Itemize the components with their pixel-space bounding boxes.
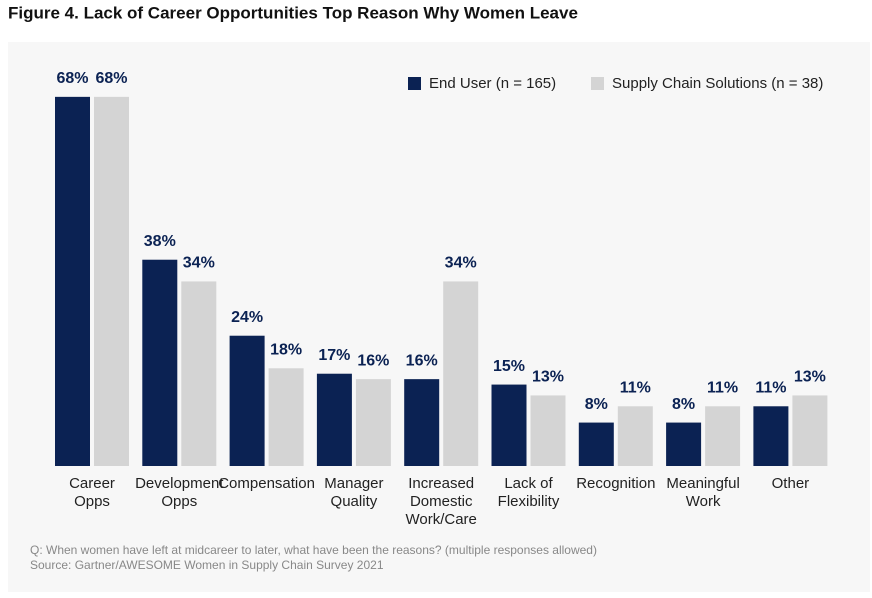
value-label: 8%	[672, 396, 695, 413]
bar	[229, 335, 265, 466]
bar	[753, 406, 789, 466]
x-tick-label: Work	[686, 493, 721, 510]
x-tick-label: Compensation	[218, 475, 315, 492]
bar	[94, 96, 129, 466]
bar	[792, 395, 828, 466]
value-label: 16%	[357, 352, 389, 369]
value-label: 15%	[493, 358, 525, 375]
value-label: 16%	[406, 352, 438, 369]
bar	[666, 422, 702, 466]
x-tick-label: Meaningful	[666, 475, 739, 492]
bar	[404, 379, 440, 466]
legend-label: Supply Chain Solutions (n = 38)	[612, 75, 823, 92]
x-tick-label: Lack of	[504, 475, 553, 492]
x-tick-label: Opps	[74, 493, 110, 510]
source-note: Source: Gartner/AWESOME Women in Supply …	[30, 558, 384, 572]
value-label: 18%	[270, 342, 302, 359]
legend-swatch	[591, 77, 604, 90]
bar	[316, 373, 352, 466]
legend-label: End User (n = 165)	[429, 75, 556, 92]
bar	[55, 96, 90, 466]
value-label: 24%	[231, 309, 263, 326]
bar	[530, 395, 566, 466]
value-label: 68%	[95, 70, 127, 87]
x-tick-label: Work/Care	[405, 511, 476, 528]
value-label: 8%	[585, 396, 608, 413]
x-tick-label: Quality	[331, 493, 378, 510]
value-label: 34%	[445, 255, 477, 272]
question-note: Q: When women have left at midcareer to …	[30, 543, 597, 557]
value-label: 11%	[707, 380, 738, 397]
x-tick-label: Recognition	[576, 475, 655, 492]
x-tick-label: Flexibility	[498, 493, 560, 510]
chart-title: Figure 4. Lack of Career Opportunities T…	[8, 3, 578, 22]
x-tick-label: Increased	[408, 475, 474, 492]
bar	[491, 384, 527, 466]
bar	[181, 281, 217, 466]
value-label: 13%	[532, 369, 564, 386]
bar	[355, 379, 391, 466]
bar	[578, 422, 614, 466]
bar	[142, 259, 178, 466]
bar	[617, 406, 653, 466]
bar	[443, 281, 479, 466]
value-label: 17%	[318, 347, 350, 364]
value-label: 34%	[183, 255, 215, 272]
x-tick-label: Opps	[161, 493, 197, 510]
x-tick-label: Domestic	[410, 493, 473, 510]
value-label: 38%	[144, 233, 176, 250]
value-label: 68%	[56, 70, 88, 87]
bar	[705, 406, 741, 466]
x-tick-label: Career	[69, 475, 115, 492]
value-label: 13%	[794, 369, 826, 386]
bar	[268, 368, 304, 466]
legend-swatch	[408, 77, 421, 90]
x-tick-label: Other	[772, 475, 810, 492]
x-tick-label: Manager	[324, 475, 383, 492]
x-tick-label: Development	[135, 475, 224, 492]
value-label: 11%	[755, 380, 786, 397]
value-label: 11%	[620, 380, 651, 397]
